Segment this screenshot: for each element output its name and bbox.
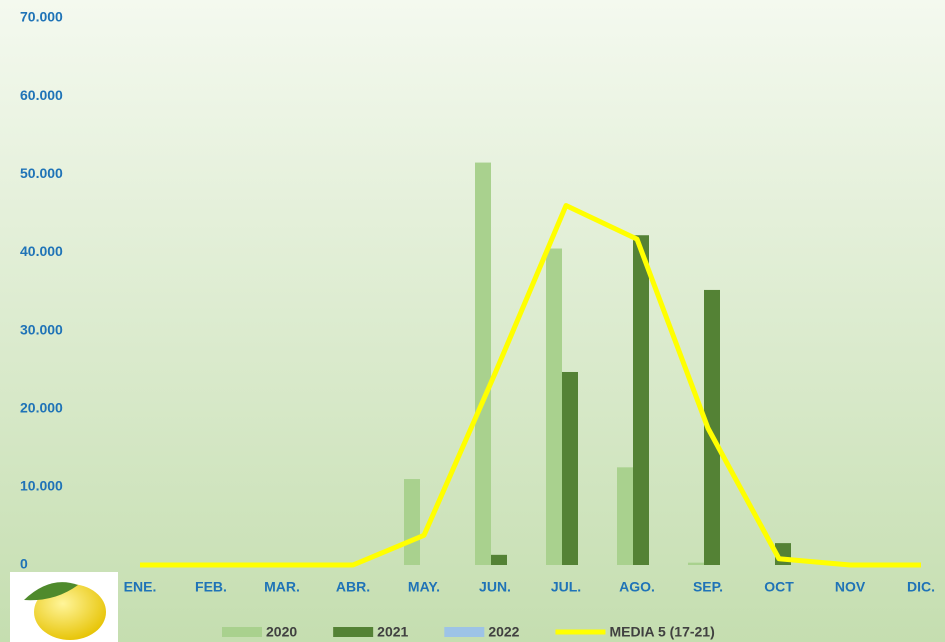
x-tick-label: ABR.: [336, 579, 370, 595]
x-tick-label: OCT: [764, 579, 794, 595]
x-tick-label: MAR.: [264, 579, 300, 595]
x-tick-label: MAY.: [408, 579, 440, 595]
y-tick-label: 0: [20, 556, 28, 572]
y-tick-label: 70.000: [20, 9, 63, 25]
x-tick-label: AGO.: [619, 579, 655, 595]
legend-swatch: [222, 627, 262, 637]
bar: [491, 554, 507, 565]
lemon-icon: [10, 572, 118, 642]
y-tick-label: 20.000: [20, 399, 63, 415]
legend-item: MEDIA 5 (17-21): [555, 624, 715, 640]
legend-item: 2022: [444, 624, 520, 640]
bar: [562, 371, 578, 565]
x-tick-label: SEP.: [693, 579, 723, 595]
legend-item: 2020: [222, 624, 297, 640]
x-tick-label: JUN.: [479, 579, 511, 595]
bar: [704, 289, 720, 565]
bar: [546, 248, 562, 565]
y-tick-label: 50.000: [20, 165, 63, 181]
legend-item: 2021: [333, 624, 409, 640]
y-tick-label: 10.000: [20, 478, 63, 494]
y-tick-label: 60.000: [20, 87, 63, 103]
x-tick-label: NOV: [835, 579, 866, 595]
bar: [633, 235, 649, 566]
x-tick-label: FEB.: [195, 579, 227, 595]
line: [140, 203, 921, 568]
legend-swatch: [333, 627, 374, 637]
legend-label: 2022: [488, 624, 519, 640]
bar: [617, 467, 633, 565]
x-tick-label: ENE.: [124, 579, 157, 595]
bar: [404, 479, 420, 565]
bar: [475, 162, 491, 566]
x-tick-label: DIC.: [907, 579, 935, 595]
y-tick-label: 40.000: [20, 243, 63, 259]
legend-label: MEDIA 5 (17-21): [609, 624, 714, 640]
x-tick-label: JUL.: [551, 579, 581, 595]
y-tick-label: 30.000: [20, 321, 63, 337]
bar: [688, 562, 704, 565]
legend-label: 2020: [266, 624, 297, 640]
legend-label: 2021: [377, 624, 408, 640]
legend-swatch: [444, 627, 485, 637]
